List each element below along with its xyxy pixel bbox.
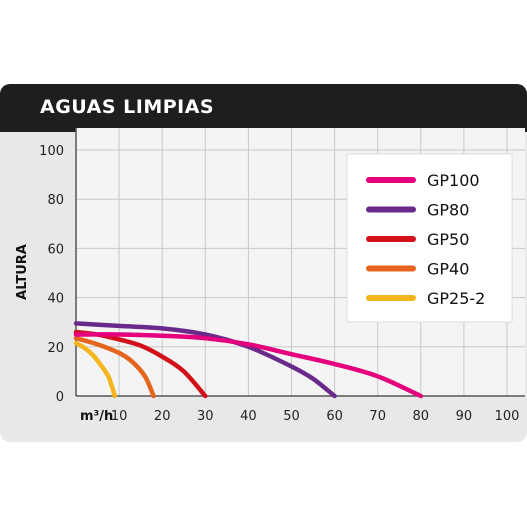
x-tick-label: 10	[111, 409, 128, 424]
y-tick-label: 0	[56, 390, 64, 405]
x-tick-label: 70	[369, 409, 386, 424]
x-tick-label: 20	[154, 409, 171, 424]
legend-label-gp100: GP100	[427, 171, 480, 190]
x-tick-label: 50	[283, 409, 300, 424]
chart-header: AGUAS LIMPIAS	[0, 84, 527, 132]
x-tick-label: 90	[456, 409, 473, 424]
x-tick-label: 60	[326, 409, 343, 424]
legend-label-gp25-2: GP25-2	[427, 289, 485, 308]
x-axis-label: m³/h	[80, 409, 113, 424]
series-line-gp100	[73, 332, 424, 399]
legend-label-gp50: GP50	[427, 230, 469, 249]
series-line-gp25-2	[73, 340, 118, 399]
y-tick-label: 20	[47, 341, 64, 356]
legend-label-gp80: GP80	[427, 201, 469, 220]
x-tick-label: 30	[197, 409, 214, 424]
chart-title: AGUAS LIMPIAS	[40, 96, 215, 118]
legend-label-gp40: GP40	[427, 260, 469, 279]
y-axis-label: ALTURA	[15, 244, 30, 300]
y-tick-label: 60	[47, 242, 64, 257]
y-tick-label: 40	[47, 292, 64, 307]
y-tick-label: 100	[39, 144, 64, 159]
x-tick-label: 40	[240, 409, 257, 424]
y-tick-label: 80	[47, 193, 64, 208]
x-tick-label: 80	[413, 409, 430, 424]
series-line-gp40	[73, 335, 156, 399]
x-tick-label: 100	[495, 409, 520, 424]
